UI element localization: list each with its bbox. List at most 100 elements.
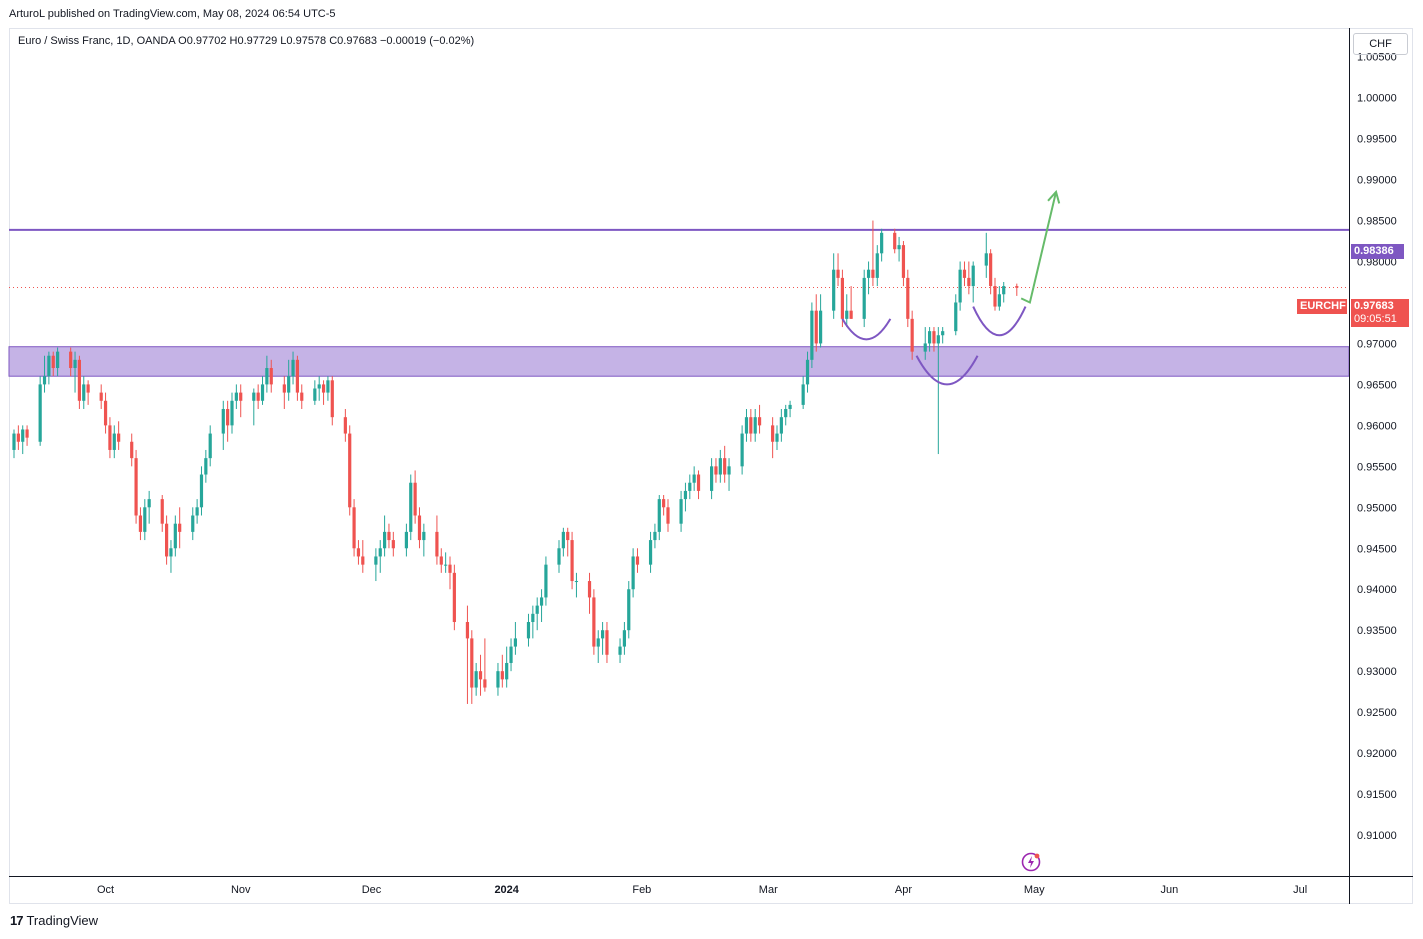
candle-body: [544, 564, 548, 598]
candle-body: [1015, 286, 1019, 288]
candle-up: [505, 646, 509, 688]
candle-body: [326, 380, 330, 393]
candle-up: [788, 400, 792, 418]
candle-body: [862, 277, 866, 319]
chart-frame: [9, 28, 1413, 904]
candle-down: [500, 654, 504, 688]
candle-down: [993, 277, 997, 311]
candle-body: [958, 269, 962, 303]
flash-icon[interactable]: [1021, 852, 1041, 872]
candle-down: [330, 376, 334, 426]
candle-up: [784, 404, 788, 426]
candle-up: [753, 408, 757, 442]
candle-up: [805, 351, 810, 393]
candle-body: [199, 474, 204, 508]
candle-up: [112, 425, 116, 459]
x-tick-label: May: [1024, 884, 1045, 896]
candle-up: [169, 540, 173, 573]
candle-down: [77, 355, 81, 409]
candle-body: [753, 417, 757, 434]
candle-up: [221, 400, 225, 450]
candle-body: [936, 335, 940, 344]
candle-up: [622, 622, 626, 655]
candle-body: [448, 564, 452, 573]
candle-body: [269, 368, 273, 385]
currency-selector[interactable]: CHF: [1353, 33, 1408, 55]
candle-up: [862, 269, 866, 328]
candle-body: [605, 630, 609, 655]
candle-body: [814, 310, 818, 344]
candle-down: [570, 531, 574, 590]
pattern-arc: [841, 318, 892, 341]
candle-body: [16, 433, 20, 442]
candle-body: [688, 482, 692, 491]
candle-body: [771, 425, 775, 442]
candle-body: [928, 331, 932, 344]
candle-body: [25, 429, 29, 438]
candle-body: [941, 331, 945, 336]
candle-up: [252, 388, 256, 426]
candle-body: [112, 433, 116, 450]
candle-body: [383, 531, 387, 549]
candle-body: [444, 564, 448, 566]
candle-down: [352, 499, 356, 557]
candle-up: [291, 351, 295, 385]
candle-down: [465, 605, 470, 704]
candle-body: [413, 482, 417, 516]
candle-down: [138, 507, 143, 541]
x-tick-label: 2024: [494, 884, 519, 896]
candle-body: [962, 269, 967, 278]
candle-body: [810, 310, 814, 360]
candle-up: [42, 355, 47, 393]
candle-up: [526, 613, 531, 647]
candle-body: [69, 351, 73, 369]
candle-body: [849, 310, 853, 319]
candle-body: [596, 638, 600, 647]
candle-body: [439, 556, 443, 565]
candle-down: [587, 572, 592, 614]
candle-up: [260, 376, 265, 405]
candle-up: [509, 638, 513, 672]
candle-body: [819, 310, 823, 344]
y-tick-label: 0.97000: [1357, 338, 1397, 350]
candle-body: [42, 376, 47, 385]
candle-body: [880, 232, 884, 254]
candle-body: [832, 269, 836, 311]
candle-down: [893, 228, 897, 254]
candle-body: [531, 613, 535, 623]
x-tick-label: Jul: [1293, 884, 1307, 896]
candle-up: [21, 425, 25, 455]
y-tick-label: 0.94500: [1357, 543, 1397, 555]
candle-body: [535, 605, 539, 614]
candle-down: [348, 425, 352, 516]
candle-up: [147, 490, 151, 524]
candle-up: [601, 622, 605, 655]
y-tick-label: 0.93500: [1357, 625, 1397, 637]
candle-down: [269, 359, 273, 393]
candle-up: [574, 572, 579, 598]
candle-body: [234, 392, 238, 401]
y-tick-label: 0.98500: [1357, 216, 1397, 228]
candle-up: [191, 507, 195, 541]
resistance-price-tag: 0.98386: [1351, 244, 1404, 259]
candle-up: [12, 429, 16, 459]
candle-body: [295, 359, 299, 393]
candle-up: [544, 556, 548, 606]
candle-down: [448, 556, 452, 590]
candle-down: [130, 433, 134, 467]
candle-body: [696, 474, 701, 491]
candle-up: [56, 347, 60, 377]
candle-up: [73, 351, 77, 393]
candle-down: [239, 384, 243, 418]
candle-body: [740, 433, 744, 467]
projection-arrow-head: [1047, 189, 1061, 204]
candle-up: [744, 408, 749, 442]
x-tick-label: Nov: [231, 884, 251, 896]
candle-down: [387, 523, 391, 549]
footer-brand[interactable]: 17 TradingView: [10, 913, 98, 928]
candle-up: [819, 294, 823, 348]
candle-body: [265, 368, 269, 385]
candle-body: [631, 556, 635, 590]
y-tick-label: 0.95500: [1357, 461, 1397, 473]
